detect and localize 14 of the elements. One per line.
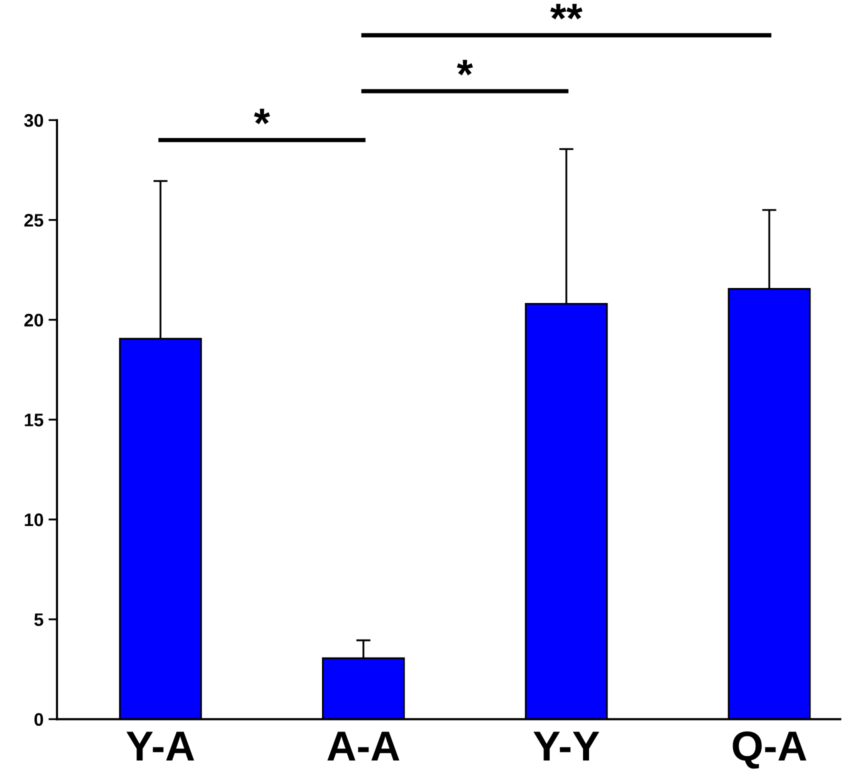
text: ** [550, 4, 583, 20]
y-tick-label: 25 [24, 214, 44, 227]
y-tick-label: 20 [24, 314, 44, 327]
x-tick-label: Y-A [126, 732, 194, 760]
x-tick-label: A-A [327, 732, 400, 760]
y-tick-label: 0 [34, 713, 44, 726]
y-tick-label: 5 [34, 613, 44, 626]
x-tick-label: Y-Y [533, 732, 600, 760]
y-tick-label: 30 [24, 114, 44, 127]
annotation: * [254, 108, 270, 124]
y-tick-label: 15 [24, 414, 44, 426]
text: * [456, 60, 473, 76]
x-tick-label: Q-A [732, 731, 806, 769]
y-tick-label: 10 [24, 513, 44, 526]
